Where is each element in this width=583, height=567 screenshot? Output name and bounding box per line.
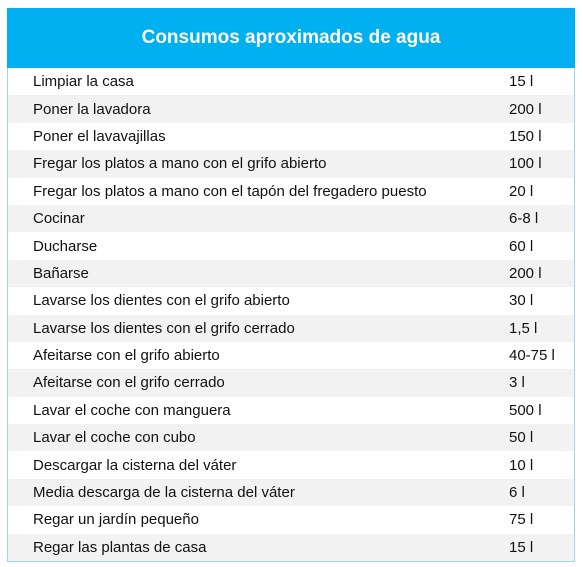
amount-cell: 40-75 l (509, 347, 555, 365)
activity-cell: Fregar los platos a mano con el tapón de… (33, 182, 427, 200)
table-row: Descargar la cisterna del váter 10 l (8, 451, 574, 478)
amount-cell: 3 l (509, 374, 525, 392)
activity-cell: Afeitarse con el grifo cerrado (33, 374, 225, 392)
amount-cell: 50 l (509, 429, 534, 447)
table: Consumos aproximados de agua Limpiar la … (7, 8, 575, 563)
activity-cell: Cocinar (33, 210, 85, 228)
table-row: Cocinar 6-8 l (8, 204, 574, 233)
amount-cell: 1,5 l (509, 319, 538, 337)
activity-cell: Afeitarse con el grifo abierto (33, 347, 220, 365)
amount-cell: 15 l (509, 73, 534, 91)
activity-cell: Poner el lavavajillas (33, 127, 166, 145)
table-row: Fregar los platos a mano con el tapón de… (8, 178, 574, 205)
table-row: Media descarga de la cisterna del váter 6… (8, 478, 574, 507)
amount-cell: 100 l (509, 155, 542, 173)
amount-cell: 10 l (509, 456, 534, 474)
table-row: Afeitarse con el grifo cerrado 3 l (8, 369, 574, 397)
table-row: Poner la lavadora 200 l (8, 95, 574, 123)
amount-cell: 200 l (509, 264, 542, 282)
activity-cell: Lavar el coche con manguera (33, 401, 231, 419)
table-row: Lavarse los dientes con el grifo abierto… (8, 287, 574, 314)
table-row: Regar un jardín pequeño 75 l (8, 506, 574, 533)
activity-cell: Fregar los platos a mano con el grifo ab… (33, 155, 327, 173)
activity-cell: Descargar la cisterna del váter (33, 456, 237, 474)
table-row: Fregar los platos a mano con el grifo ab… (8, 150, 574, 178)
table-row: Afeitarse con el grifo abierto 40-75 l (8, 342, 574, 369)
activity-cell: Lavarse los dientes con el grifo cerrado (33, 319, 295, 337)
table-body: Limpiar la casa 15 l Poner la lavadora 200 … (7, 68, 575, 563)
table-row: Lavar el coche con cubo 50 l (8, 424, 574, 452)
activity-cell: Poner la lavadora (33, 100, 151, 118)
amount-cell: 30 l (509, 292, 534, 310)
amount-cell: 60 l (509, 237, 534, 255)
table-row: Bañarse 200 l (8, 259, 574, 288)
activity-cell: Lavarse los dientes con el grifo abierto (33, 292, 290, 310)
amount-cell: 200 l (509, 100, 542, 118)
amount-cell: 6 l (509, 484, 525, 502)
amount-cell: 6-8 l (509, 210, 539, 228)
activity-cell: Media descarga de la cisterna del váter (33, 484, 295, 502)
table-row: Lavarse los dientes con el grifo cerrado… (8, 314, 574, 342)
amount-cell: 15 l (509, 538, 534, 556)
table-row: Regar las plantas de casa 15 l (8, 533, 574, 562)
amount-cell: 20 l (509, 182, 534, 200)
amount-cell: 500 l (509, 401, 542, 419)
table-row: Poner el lavavajillas 150 l (8, 123, 574, 150)
activity-cell: Ducharse (33, 237, 98, 255)
activity-cell: Bañarse (33, 264, 89, 282)
table-row: Limpiar la casa 15 l (8, 68, 574, 95)
activity-cell: Regar un jardín pequeño (33, 511, 199, 529)
table-title: Consumos aproximados de agua (7, 8, 575, 68)
activity-cell: Lavar el coche con cubo (33, 429, 196, 447)
amount-cell: 75 l (509, 511, 534, 529)
table-row: Lavar el coche con manguera 500 l (8, 397, 574, 424)
activity-cell: Limpiar la casa (33, 73, 134, 91)
amount-cell: 150 l (509, 127, 542, 145)
activity-cell: Regar las plantas de casa (33, 538, 207, 556)
table-row: Ducharse 60 l (8, 232, 574, 259)
